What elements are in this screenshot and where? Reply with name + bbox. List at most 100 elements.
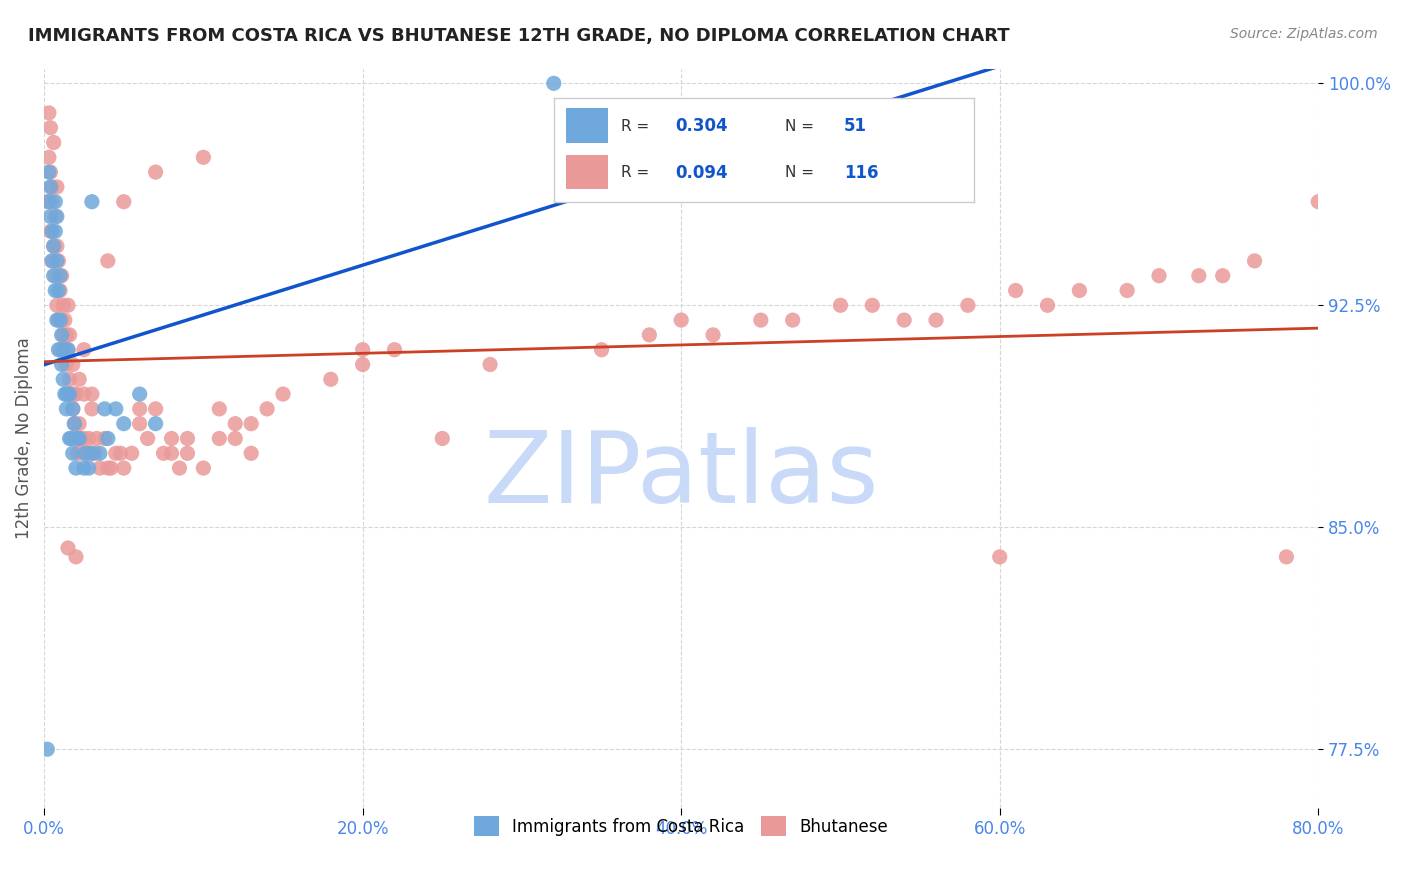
Point [41,194,63,209]
Point [39,210,62,224]
Point [352,343,374,357]
Point [1275,549,1298,564]
Point [93,432,115,446]
Point [41,253,63,268]
Point [110,446,132,460]
Point [66,432,89,446]
Point [62,401,84,416]
Point [352,358,374,372]
Point [45,298,67,312]
Point [224,432,246,446]
Point [48,313,70,327]
Point [1212,268,1234,283]
Point [69,432,91,446]
Point [45,313,67,327]
Point [44,210,66,224]
Point [44,194,66,209]
Point [53,343,76,357]
Point [56,298,79,312]
Point [160,432,183,446]
Point [39,120,62,135]
Point [67,417,90,431]
Point [112,194,135,209]
Point [89,461,111,475]
Point [55,401,77,416]
Point [208,401,231,416]
Point [38,165,60,179]
Point [58,327,80,342]
Point [65,461,87,475]
Point [63,417,86,431]
Point [45,253,67,268]
Point [152,446,174,460]
Point [55,387,77,401]
Point [67,432,90,446]
Point [73,387,96,401]
Point [271,387,294,401]
Point [956,298,979,312]
Point [44,284,66,298]
Point [49,343,72,357]
Point [51,327,73,342]
Point [830,298,852,312]
Point [48,253,70,268]
Point [52,298,75,312]
Point [56,387,79,401]
Point [384,343,406,357]
Point [1069,284,1091,298]
Point [65,432,87,446]
Point [49,284,72,298]
Point [136,432,159,446]
Legend: Immigrants from Costa Rica, Bhutanese: Immigrants from Costa Rica, Bhutanese [465,807,897,845]
Point [56,387,79,401]
Point [256,401,278,416]
Point [52,372,75,386]
Point [62,401,84,416]
Point [53,387,76,401]
Point [51,358,73,372]
Point [80,446,103,460]
Point [41,224,63,238]
Point [52,327,75,342]
Point [56,343,79,357]
Point [58,387,80,401]
Point [41,180,63,194]
Point [193,461,215,475]
Point [93,401,115,416]
Point [73,343,96,357]
Point [62,446,84,460]
Point [893,313,915,327]
Text: Source: ZipAtlas.com: Source: ZipAtlas.com [1230,27,1378,41]
Point [77,461,100,475]
Point [121,446,143,460]
Point [39,165,62,179]
Point [860,298,883,312]
Point [38,194,60,209]
Point [160,446,183,460]
Point [37,194,59,209]
Point [1243,253,1265,268]
Point [42,239,65,253]
Point [56,343,79,357]
Point [42,136,65,150]
Point [193,150,215,164]
Point [53,313,76,327]
Point [52,343,75,357]
Point [80,194,103,209]
Point [56,541,79,555]
Point [65,387,87,401]
Point [49,313,72,327]
Text: IMMIGRANTS FROM COSTA RICA VS BHUTANESE 12TH GRADE, NO DIPLOMA CORRELATION CHART: IMMIGRANTS FROM COSTA RICA VS BHUTANESE … [28,27,1010,45]
Point [240,417,263,431]
Point [38,150,60,164]
Point [38,106,60,120]
Point [1308,194,1330,209]
Point [42,239,65,253]
Point [44,268,66,283]
Point [97,253,120,268]
Point [240,446,263,460]
Point [782,313,804,327]
Point [591,343,613,357]
Point [638,327,661,342]
Point [39,224,62,238]
